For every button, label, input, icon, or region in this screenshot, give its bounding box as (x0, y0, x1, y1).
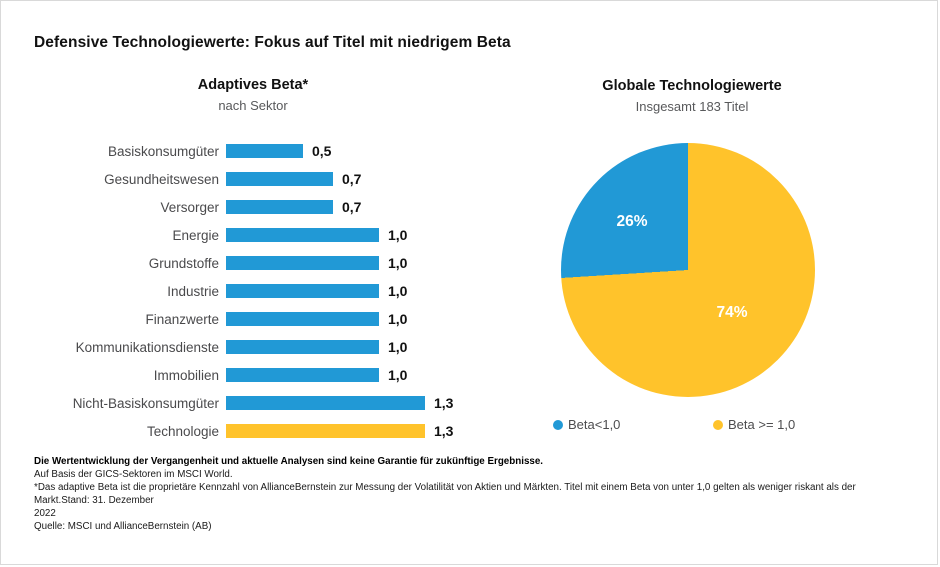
bar-category-label: Basiskonsumgüter (107, 143, 219, 159)
bar (226, 256, 379, 270)
pie-chart-title: Globale Technologiewerte (602, 78, 782, 94)
bar-row: Versorger 0,7 (34, 193, 484, 221)
bar (226, 284, 379, 298)
legend-label: Beta<1,0 (568, 417, 621, 432)
footnote-line: Quelle: MSCI und AllianceBernstein (AB) (34, 521, 212, 532)
bar-row: Gesundheitswesen 0,7 (34, 165, 484, 193)
bar (226, 424, 425, 438)
bar-row: Finanzwerte 1,0 (34, 305, 484, 333)
bar (226, 312, 379, 326)
bar-category-label: Grundstoffe (148, 255, 219, 271)
bar-value-label: 0,5 (312, 143, 332, 159)
legend-dot-blue-icon (553, 419, 563, 430)
bar-chart-subtitle: nach Sektor (218, 98, 288, 113)
bar-value-label: 1,0 (388, 367, 408, 383)
pie-label-yellow: 74% (716, 304, 748, 321)
bar-row: Industrie 1,0 (34, 277, 484, 305)
legend-label: Beta >= 1,0 (728, 417, 796, 432)
bar (226, 396, 425, 410)
bar-category-label: Gesundheitswesen (104, 171, 219, 187)
bar (226, 200, 333, 214)
bar (226, 340, 379, 354)
footnote-line: 2022 (34, 508, 56, 519)
bar-value-label: 1,0 (388, 227, 408, 243)
legend-dot-yellow-icon (713, 419, 723, 430)
footnote-line: Auf Basis der GICS-Sektoren im MSCI Worl… (34, 469, 233, 480)
bar-category-label: Energie (172, 227, 219, 243)
legend-item-beta-ge: Beta >= 1,0 (713, 417, 795, 432)
bar-value-label: 0,7 (342, 199, 362, 215)
bar-row: Basiskonsumgüter 0,5 (34, 137, 484, 165)
pie-label-blue: 26% (616, 213, 648, 230)
bar-value-label: 1,0 (388, 255, 408, 271)
bar-row: Grundstoffe 1,0 (34, 249, 484, 277)
pie-chart: 26% 74% (561, 143, 815, 397)
bar-chart: Basiskonsumgüter 0,5 Gesundheitswesen 0,7 Ve… (34, 137, 484, 445)
bar-row: Technologie 1,3 (34, 417, 484, 445)
bar (226, 144, 303, 158)
bar-row: Nicht-Basiskonsumgüter 1,3 (34, 389, 484, 417)
bar (226, 228, 379, 242)
footnote-line: *Das adaptive Beta ist die proprietäre K… (34, 482, 856, 506)
footnotes: Die Wertentwicklung der Vergangenheit un… (34, 455, 914, 533)
page-title: Defensive Technologiewerte: Fokus auf Ti… (34, 34, 511, 51)
bar-value-label: 1,0 (388, 283, 408, 299)
bar-row: Kommunikationsdienste 1,0 (34, 333, 484, 361)
footnote-disclaimer: Die Wertentwicklung der Vergangenheit un… (34, 456, 544, 467)
bar-value-label: 1,0 (388, 311, 408, 327)
bar-category-label: Finanzwerte (145, 311, 219, 327)
bar-row: Energie 1,0 (34, 221, 484, 249)
bar-category-label: Immobilien (153, 367, 219, 383)
legend-item-beta-lt: Beta<1,0 (553, 417, 620, 432)
bar-category-label: Industrie (167, 283, 219, 299)
bar-chart-title: Adaptives Beta* (197, 77, 309, 93)
bar (226, 172, 333, 186)
bar-row: Immobilien 1,0 (34, 361, 484, 389)
bar (226, 368, 379, 382)
pie-chart-subtitle: Insgesamt 183 Titel (635, 99, 749, 114)
bar-value-label: 1,3 (434, 395, 454, 411)
bar-category-label: Versorger (160, 199, 219, 215)
bar-value-label: 0,7 (342, 171, 362, 187)
bar-category-label: Nicht-Basiskonsumgüter (72, 395, 219, 411)
bar-value-label: 1,3 (434, 423, 454, 439)
bar-category-label: Kommunikationsdienste (75, 339, 219, 355)
bar-category-label: Technologie (146, 423, 219, 439)
bar-value-label: 1,0 (388, 339, 408, 355)
